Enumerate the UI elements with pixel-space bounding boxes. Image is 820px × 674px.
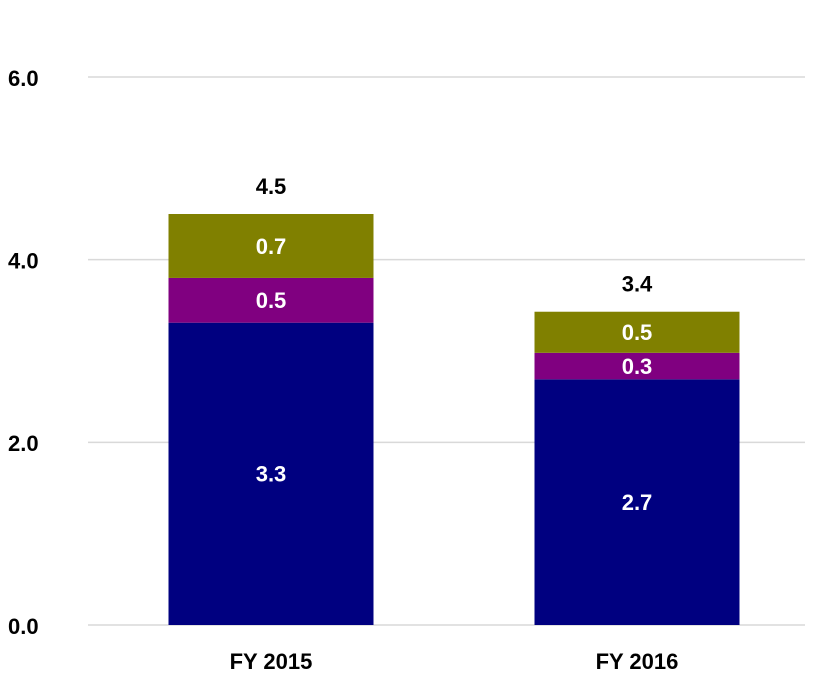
value-label: 0.5 xyxy=(256,288,287,313)
bar-segment xyxy=(168,214,374,278)
bar-segment xyxy=(168,277,374,323)
total-label: 3.4 xyxy=(622,272,653,297)
x-tick-label: FY 2015 xyxy=(230,649,313,674)
bar-segment xyxy=(534,352,740,380)
total-label: 4.5 xyxy=(256,174,287,199)
y-tick-label: 6.0 xyxy=(8,66,39,91)
bar-segment xyxy=(168,322,374,625)
value-label: 0.5 xyxy=(622,320,653,345)
x-tick-label: FY 2016 xyxy=(596,649,679,674)
value-label: 0.7 xyxy=(256,234,287,259)
y-tick-label: 2.0 xyxy=(8,431,39,456)
y-tick-label: 4.0 xyxy=(8,248,39,273)
y-tick-label: 0.0 xyxy=(8,614,39,639)
bar-segment xyxy=(534,379,740,625)
bar-segment xyxy=(534,311,740,353)
value-label: 0.3 xyxy=(622,354,653,379)
value-label: 3.3 xyxy=(256,462,287,487)
value-label: 2.7 xyxy=(622,490,653,515)
